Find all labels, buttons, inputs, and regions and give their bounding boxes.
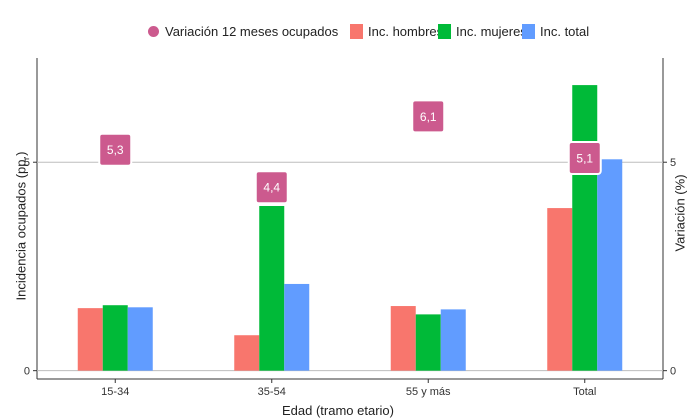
bar-hombres-1 (234, 335, 260, 371)
legend-item-hombres: Inc. hombres (350, 22, 443, 40)
x-axis-label: Edad (tramo etario) (282, 403, 394, 418)
variacion-label-box-2 (411, 99, 446, 134)
legend-item-total: Inc. total (522, 22, 589, 40)
bar-mujeres-3 (572, 85, 598, 371)
legend-label-total: Inc. total (540, 23, 590, 39)
x-tick-label: 55 y más (406, 386, 451, 398)
legend: Variación 12 meses ocupados Inc. hombres… (0, 22, 687, 40)
bar-hombres-0 (77, 308, 103, 371)
x-tick-label: 15-34 (101, 386, 129, 398)
variacion-label-text: 5,1 (576, 152, 593, 166)
variacion-label-text: 6,1 (420, 110, 437, 124)
bar-mujeres-2 (415, 314, 441, 371)
bar-total-0 (127, 307, 153, 371)
y-axis-right-label: Variación (%) (672, 174, 687, 252)
bar-hombres-3 (547, 208, 573, 371)
legend-item-variacion: Variación 12 meses ocupados (148, 22, 338, 40)
variacion-label-text: 4,4 (263, 181, 280, 195)
y-tick-label-right: 0 (670, 366, 676, 378)
y-tick-label-left: 0 (24, 366, 30, 378)
legend-item-mujeres: Inc. mujeres (438, 22, 527, 40)
bar-mujeres-1 (259, 205, 285, 371)
bar-hombres-2 (390, 306, 416, 371)
legend-swatch-hombres-icon (350, 23, 363, 39)
legend-label-variacion: Variación 12 meses ocupados (165, 23, 339, 39)
y-axis-left-label: Incidencia ocupados (pp.) (13, 151, 29, 301)
variacion-label-text: 5,3 (107, 143, 124, 157)
legend-swatch-mujeres-icon (438, 23, 451, 39)
legend-label-mujeres: Inc. mujeres (456, 23, 527, 39)
variacion-label-box-0 (98, 132, 133, 167)
variacion-label-box-3 (567, 141, 602, 176)
x-tick-label: 35-54 (258, 386, 286, 398)
bar-total-2 (440, 309, 466, 371)
bar-mujeres-0 (102, 305, 128, 371)
legend-dot-icon (148, 25, 159, 37)
bar-total-1 (284, 283, 310, 371)
legend-swatch-total-icon (522, 23, 535, 39)
y-tick-label-right: 5 (670, 157, 676, 169)
bar-total-3 (597, 159, 623, 371)
x-tick-label: Total (573, 386, 596, 398)
variacion-label-box-1 (254, 170, 289, 205)
y-tick-label-left: 5 (24, 157, 30, 169)
legend-label-hombres: Inc. hombres (368, 23, 444, 39)
